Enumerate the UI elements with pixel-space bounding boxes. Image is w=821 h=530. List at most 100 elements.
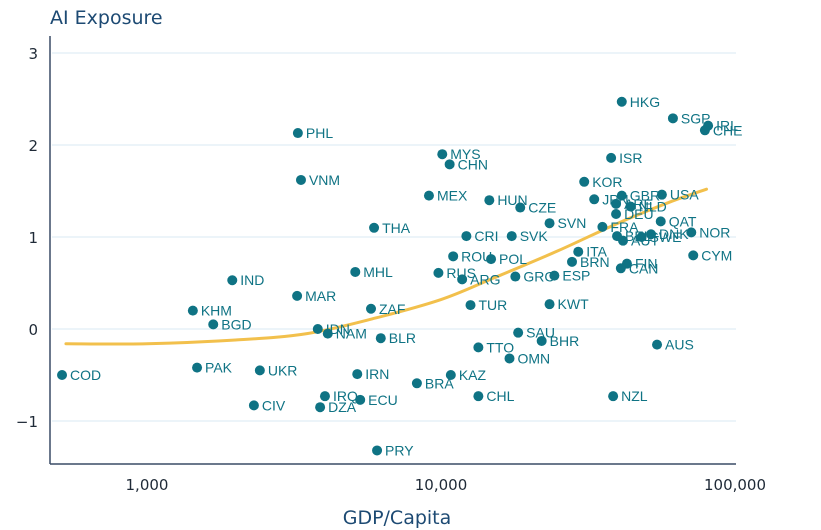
point-marker: [506, 231, 517, 242]
point-marker: [473, 391, 484, 402]
point-marker: [350, 266, 361, 277]
point-label: DNK: [659, 226, 689, 242]
point-marker: [187, 305, 198, 316]
point-label: IRN: [365, 366, 389, 382]
point-marker: [616, 190, 627, 201]
y-tick-label: 2: [28, 137, 38, 155]
point-marker: [606, 152, 617, 163]
point-marker: [319, 391, 330, 402]
data-point-pol: POL: [486, 251, 527, 267]
data-point-svn: SVN: [544, 215, 586, 231]
point-marker: [513, 327, 524, 338]
data-point-qat: QAT: [655, 213, 697, 229]
point-label: SAU: [526, 325, 555, 341]
trend-line-layer: [64, 187, 709, 346]
data-point-mar: MAR: [292, 288, 336, 304]
data-point-ukr: UKR: [254, 362, 298, 378]
point-marker: [536, 335, 547, 346]
data-point-kor: KOR: [579, 174, 623, 190]
data-point-ita: ITA: [573, 244, 608, 260]
y-tick-label: −1: [16, 413, 38, 431]
point-label: FRA: [610, 219, 639, 235]
point-marker: [411, 378, 422, 389]
point-marker: [686, 227, 697, 238]
point-marker: [549, 270, 560, 281]
point-label: USA: [670, 187, 699, 203]
point-label: CYM: [701, 247, 732, 263]
data-point-phl: PHL: [292, 125, 333, 141]
point-marker: [448, 251, 459, 262]
point-marker: [667, 113, 678, 124]
point-label: ZAF: [379, 301, 405, 317]
point-marker: [579, 176, 590, 187]
point-label: KAZ: [459, 367, 487, 383]
data-point-brn: BRN: [567, 254, 610, 270]
data-point-can: CAN: [615, 260, 659, 276]
point-label: FIN: [635, 256, 658, 272]
data-point-deu: DEU: [611, 206, 654, 222]
point-label: SVK: [520, 228, 549, 244]
point-label: NOR: [699, 224, 730, 240]
data-point-dza: DZA: [315, 399, 357, 415]
point-label: VNM: [309, 172, 340, 188]
x-tick-label: 10,000: [415, 476, 468, 494]
point-label: SWE: [650, 229, 682, 245]
point-marker: [465, 300, 476, 311]
point-label: GRC: [523, 269, 554, 285]
point-label: CHE: [713, 122, 743, 138]
point-marker: [484, 195, 495, 206]
point-label: ITA: [586, 244, 607, 260]
point-marker: [636, 232, 647, 242]
point-marker: [372, 445, 383, 456]
point-marker: [292, 290, 303, 301]
point-label: BGD: [221, 316, 251, 332]
data-point-svk: SVK: [506, 228, 549, 244]
point-label: MAR: [305, 288, 336, 304]
point-label: ESP: [562, 268, 590, 284]
data-point-nor: NOR: [686, 224, 730, 240]
point-label: BRA: [425, 375, 454, 391]
point-marker: [433, 267, 444, 278]
point-marker: [208, 319, 219, 330]
data-point-cri: CRI: [461, 228, 499, 244]
point-label: MEX: [437, 188, 468, 204]
data-point-sgp: SGP: [667, 110, 711, 126]
point-marker: [57, 370, 68, 380]
data-point-mys: MYS: [437, 146, 481, 162]
data-point-usa: USA: [656, 187, 699, 203]
data-point-nam: NAM: [322, 326, 367, 342]
data-point-omn: OMN: [504, 350, 550, 366]
point-label: BLR: [389, 330, 416, 346]
point-label: RUS: [446, 265, 476, 281]
point-label: CHN: [458, 156, 488, 172]
point-marker: [461, 231, 472, 242]
data-points: CODKHMBGDPAKINDUKRCIVPHLVNMMARIDNNAMIRQD…: [57, 94, 743, 458]
point-marker: [504, 353, 515, 364]
point-marker: [510, 271, 521, 282]
data-point-rus: RUS: [433, 265, 476, 281]
data-point-mex: MEX: [423, 188, 468, 204]
data-point-chl: CHL: [473, 388, 515, 404]
point-label: NLD: [639, 199, 667, 215]
point-label: DEU: [624, 206, 654, 222]
point-marker: [544, 218, 555, 229]
data-point-grc: GRC: [510, 269, 554, 285]
point-label: CAN: [629, 260, 659, 276]
data-point-tha: THA: [369, 220, 411, 236]
point-label: BRN: [580, 254, 610, 270]
point-label: BHR: [550, 333, 580, 349]
data-point-khm: KHM: [187, 303, 232, 319]
y-tick-label: 3: [28, 45, 38, 63]
point-label: KHM: [201, 303, 232, 319]
point-label: COD: [70, 367, 101, 383]
point-label: CZE: [528, 200, 556, 216]
data-point-isr: ISR: [606, 150, 642, 166]
data-point-chn: CHN: [444, 156, 488, 172]
point-label: ISR: [619, 150, 642, 166]
data-point-fra: FRA: [597, 219, 639, 235]
point-label: UKR: [268, 362, 298, 378]
point-marker: [315, 402, 326, 413]
point-label: MYS: [450, 146, 480, 162]
point-label: KWT: [558, 296, 590, 312]
x-tick-labels: 1,000 10,000 100,000: [126, 476, 766, 494]
